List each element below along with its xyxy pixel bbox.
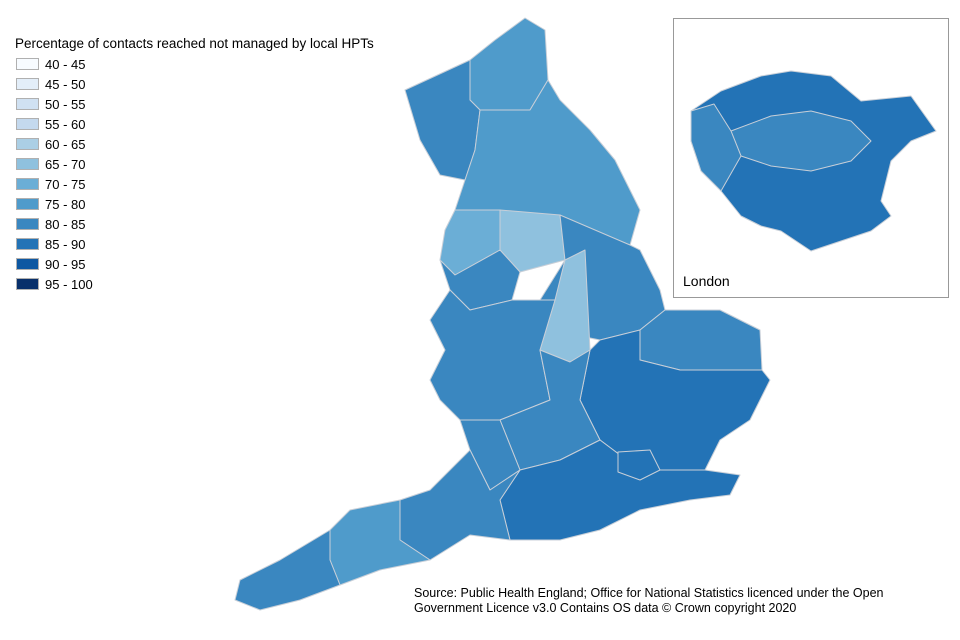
legend-item: 85 - 90	[15, 234, 374, 254]
legend-label: 50 - 55	[45, 96, 86, 112]
map-region	[454, 79, 641, 246]
legend-label: 80 - 85	[45, 216, 86, 232]
legend-label: 65 - 70	[45, 156, 86, 172]
legend-item: 55 - 60	[15, 114, 374, 134]
map-region	[617, 449, 661, 481]
legend-label: 95 - 100	[45, 276, 93, 292]
legend-swatch	[16, 218, 39, 230]
map-legend: Percentage of contacts reached not manag…	[15, 36, 374, 294]
legend-title: Percentage of contacts reached not manag…	[15, 36, 374, 51]
london-inset: London	[673, 18, 949, 298]
legend-label: 45 - 50	[45, 76, 86, 92]
legend-label: 60 - 65	[45, 136, 86, 152]
legend-swatch	[16, 138, 39, 150]
source-note: Source: Public Health England; Office fo…	[414, 586, 883, 616]
legend-swatch	[16, 118, 39, 130]
legend-item: 70 - 75	[15, 174, 374, 194]
legend-label: 75 - 80	[45, 196, 86, 212]
legend-swatch	[16, 258, 39, 270]
legend-item: 45 - 50	[15, 74, 374, 94]
legend-label: 55 - 60	[45, 116, 86, 132]
map-regions	[234, 17, 771, 611]
map-region	[469, 17, 549, 111]
legend-label: 40 - 45	[45, 56, 86, 72]
legend-swatch	[16, 198, 39, 210]
legend-item: 60 - 65	[15, 134, 374, 154]
map-region	[404, 59, 481, 181]
map-region	[639, 309, 763, 371]
london-inset-map	[690, 70, 937, 252]
legend-item: 90 - 95	[15, 254, 374, 274]
inset-label: London	[683, 273, 730, 289]
map-region	[730, 110, 872, 172]
map-region	[429, 289, 556, 421]
legend-item: 50 - 55	[15, 94, 374, 114]
legend-swatch	[16, 158, 39, 170]
map-region	[690, 103, 742, 192]
legend-swatch	[16, 178, 39, 190]
legend-item: 75 - 80	[15, 194, 374, 214]
legend-item: 95 - 100	[15, 274, 374, 294]
source-line-1: Source: Public Health England; Office fo…	[414, 586, 884, 600]
legend-swatch	[16, 278, 39, 290]
map-region	[499, 439, 741, 541]
legend-label: 70 - 75	[45, 176, 86, 192]
map-region	[234, 529, 341, 611]
source-line-2: Government Licence v3.0 Contains OS data…	[414, 601, 797, 615]
legend-swatch	[16, 98, 39, 110]
legend-item: 80 - 85	[15, 214, 374, 234]
legend-swatch	[16, 78, 39, 90]
legend-item: 40 - 45	[15, 54, 374, 74]
legend-label: 85 - 90	[45, 236, 86, 252]
legend-swatch	[16, 58, 39, 70]
legend-item: 65 - 70	[15, 154, 374, 174]
legend-label: 90 - 95	[45, 256, 86, 272]
legend-swatch	[16, 238, 39, 250]
